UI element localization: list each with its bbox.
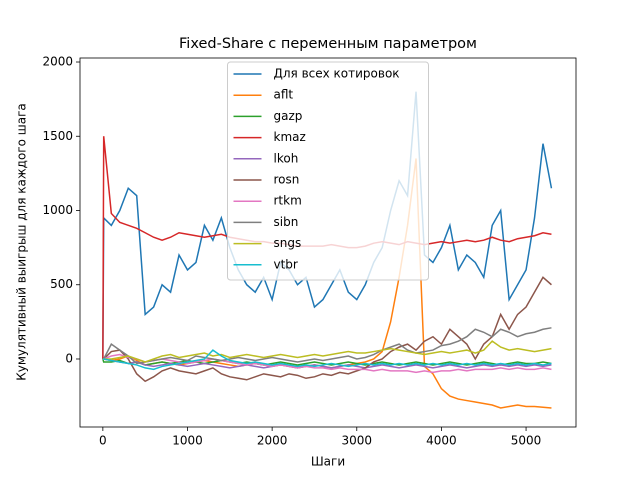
plot-frame xyxy=(79,57,577,428)
y-tick-label: 500 xyxy=(50,277,73,291)
legend-label: rtkm xyxy=(274,194,302,208)
x-tick-label: 3000 xyxy=(342,434,373,448)
x-tick-label: 5000 xyxy=(511,434,542,448)
series-line xyxy=(102,276,552,383)
legend-label: kmaz xyxy=(274,130,306,144)
y-axis-label: Кумулятивный выигрыш для каждого шага xyxy=(15,103,29,381)
legend-label: rosn xyxy=(274,173,300,187)
y-tick-label: 2000 xyxy=(42,55,73,69)
legend-label: vtbr xyxy=(274,257,298,271)
legend-label: gazp xyxy=(274,109,303,123)
legend-label: aflt xyxy=(274,88,294,102)
series-line xyxy=(102,340,552,363)
plot-area xyxy=(102,91,553,409)
legend-box xyxy=(227,61,429,281)
x-tick-label: 2000 xyxy=(257,434,288,448)
x-tick-label: 1000 xyxy=(172,434,203,448)
legend-label: sibn xyxy=(274,215,299,229)
y-tick-label: 0 xyxy=(65,351,73,365)
series-line xyxy=(102,353,552,374)
x-axis-label: Шаги xyxy=(311,455,345,469)
series-line xyxy=(102,91,553,359)
chart-title: Fixed-Share с переменным параметром xyxy=(179,36,477,52)
legend-label: sngs xyxy=(274,236,302,250)
legend-label: lkoh xyxy=(274,151,299,165)
legend-label: Для всех котировок xyxy=(274,67,400,81)
x-tick-label: 0 xyxy=(99,434,107,448)
y-tick-label: 1000 xyxy=(42,203,73,217)
x-tick-label: 4000 xyxy=(426,434,457,448)
series-line xyxy=(102,349,552,371)
legend: Для всех котировок aflt gazp kmaz lkoh rosn rt… xyxy=(227,61,429,281)
y-tick-label: 1500 xyxy=(42,129,73,143)
series-line xyxy=(102,327,552,365)
series-line xyxy=(102,358,552,369)
